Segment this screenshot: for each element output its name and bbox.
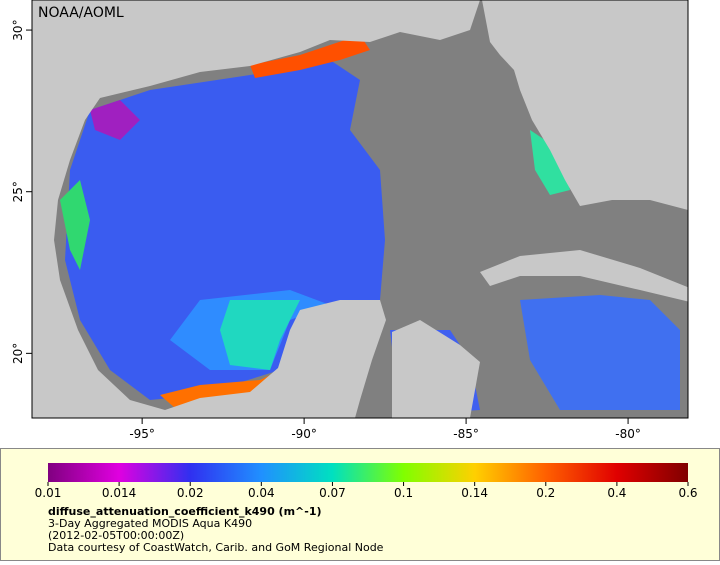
y-tick-label: 30° [11,19,25,40]
legend-line: (2012-02-05T00:00:00Z) [48,529,184,542]
land [482,0,688,210]
y-tick-label: 20° [11,343,25,364]
map-area [32,0,688,418]
land [32,0,480,418]
x-tick-label: -85° [453,427,479,441]
colorbar-tick-label: 0.014 [102,486,136,500]
map-frame [31,0,689,419]
legend-text: diffuse_attenuation_coefficient_k490 (m^… [48,505,384,554]
variable: diffuse_attenuation_coefficient_k490 (m^… [48,505,322,518]
land [480,250,688,302]
data-swath [160,370,280,408]
data-swath [90,100,140,140]
data-swath [520,295,680,410]
colorbar-tick-label: 0.04 [248,486,275,500]
colorbar-tick-label: 0.02 [177,486,204,500]
colorbar-tick-label: 0.6 [678,486,697,500]
colorbar-tick-label: 0.4 [607,486,626,500]
land [392,320,480,418]
colorbar-tick-label: 0.07 [319,486,346,500]
data-swath [65,60,385,400]
colorbar-tick-label: 0.01 [35,486,62,500]
y-tick-label: 25° [11,181,25,202]
legend-line: Data courtesy of CoastWatch, Carib. and … [48,541,384,554]
x-tick-label: -80° [615,427,641,441]
x-tick-label: -90° [291,427,317,441]
data-swath [530,130,570,195]
colorbar-tick-label: 0.14 [461,486,488,500]
colorbar-tick-label: 0.1 [394,486,413,500]
colorbar-tick-label: 0.2 [536,486,555,500]
colorbar [48,463,688,482]
legend-line: 3-Day Aggregated MODIS Aqua K490 [48,517,252,530]
credit: NOAA/AOML [38,5,124,21]
data-swath [60,180,90,270]
data-swath [220,300,300,370]
data-swath [250,35,370,78]
x-tick-label: -95° [129,427,155,441]
